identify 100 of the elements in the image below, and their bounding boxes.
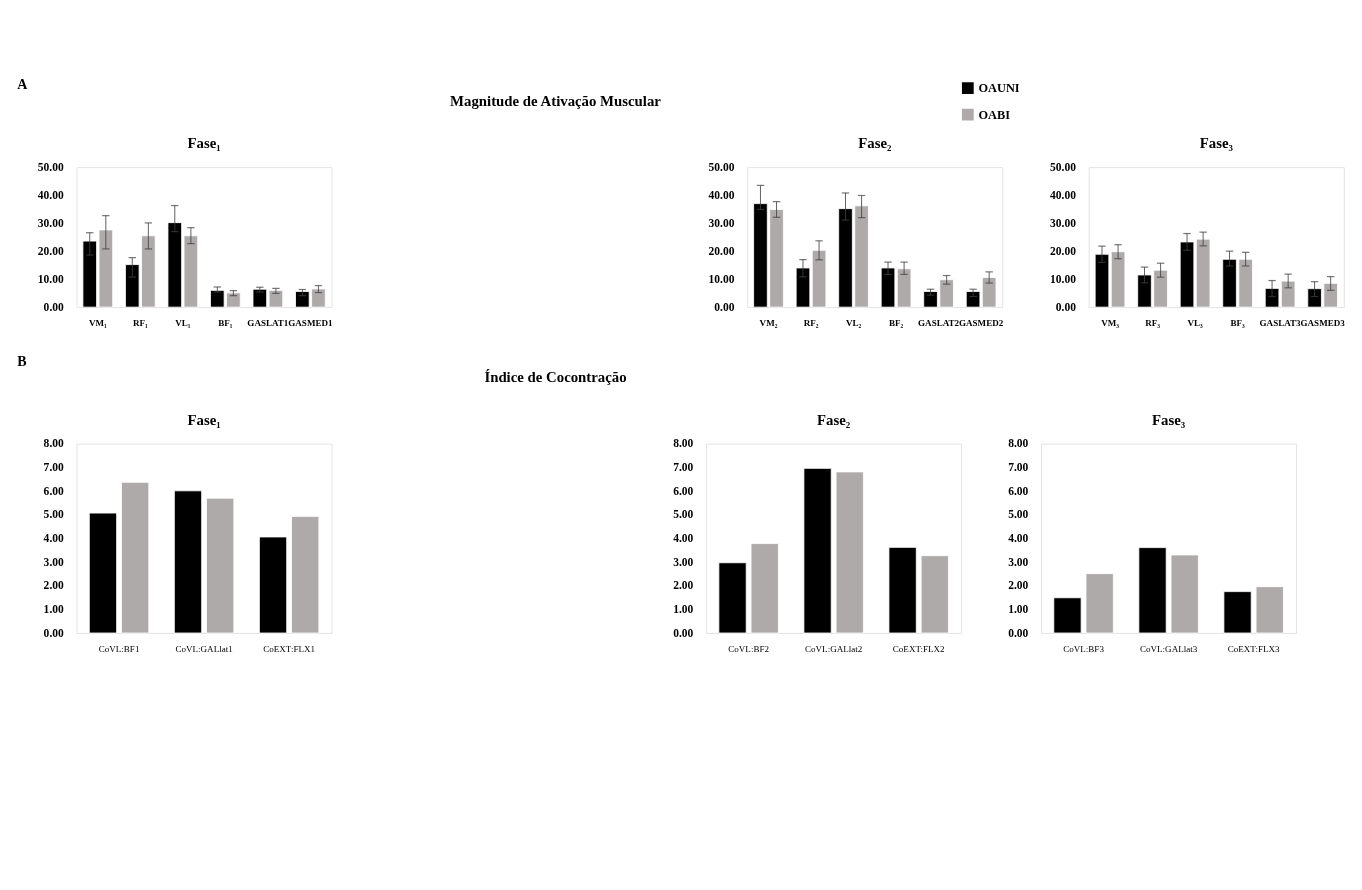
text: Magnitude de Ativação Muscular [450, 92, 662, 109]
y-tick-label: 6.00 [43, 484, 65, 497]
text: B [17, 353, 27, 369]
y-tick-label: 3.00 [43, 555, 65, 568]
y-tick-label: 5.00 [1008, 508, 1029, 521]
bar [173, 490, 203, 634]
y-tick-label: 30.00 [708, 216, 735, 229]
x-tick-label: GASMED3 [1300, 318, 1346, 329]
y-tick-label: 50.00 [708, 160, 735, 173]
x-tick-label: CoVL:BF3 [1063, 644, 1105, 655]
y-tick-label: 0.00 [1008, 626, 1029, 639]
chart-title: Fase₂ [817, 411, 851, 428]
x-tick-label: CoVL:BF1 [98, 644, 140, 655]
y-tick-label: 0.00 [43, 626, 65, 639]
y-tick-label: 4.00 [1008, 532, 1029, 545]
y-tick-label: 7.00 [673, 461, 694, 474]
x-tick-label: VM₃ [1101, 318, 1120, 329]
x-tick-label: RF₃ [1145, 318, 1161, 329]
x-tick-label: CoEXT:FLX1 [263, 644, 316, 655]
bar [1110, 251, 1126, 308]
y-tick-label: 8.00 [43, 437, 65, 450]
x-tick-label: GASLAT2 [918, 318, 960, 329]
x-tick-label: CoEXT:FLX2 [892, 644, 946, 655]
legend-label: OAUNI [978, 81, 1020, 96]
y-tick-label: 7.00 [1008, 461, 1029, 474]
y-tick-label: 4.00 [43, 532, 65, 545]
x-tick-label: RF₁ [132, 318, 148, 329]
y-tick-label: 30.00 [37, 216, 65, 229]
y-tick-label: 4.00 [673, 532, 694, 545]
x-tick-label: VL₃ [1187, 318, 1203, 329]
y-tick-label: 20.00 [708, 244, 735, 257]
y-tick-label: 0.00 [714, 300, 735, 313]
y-tick-label: 10.00 [708, 272, 735, 285]
y-tick-label: 10.00 [37, 272, 65, 285]
x-tick-label: GASLAT1 [247, 318, 289, 329]
x-tick-label: BF₃ [1230, 318, 1246, 329]
chart-title: Fase₃ [1199, 135, 1234, 152]
bar [1053, 597, 1082, 634]
bar [920, 555, 949, 634]
bar [835, 471, 864, 634]
bar [1223, 591, 1252, 634]
bar [811, 249, 827, 308]
y-tick-label: 0.00 [673, 626, 694, 639]
y-tick-label: 50.00 [1050, 160, 1077, 173]
y-tick-label: 8.00 [673, 437, 694, 450]
y-tick-label: 5.00 [673, 508, 694, 521]
x-tick-label: RF₂ [803, 318, 819, 329]
x-tick-label: CoVL:GALlat2 [805, 644, 863, 655]
text: A [17, 77, 28, 93]
y-tick-label: 7.00 [43, 461, 65, 474]
x-tick-label: CoEXT:FLX3 [1227, 644, 1281, 655]
bar [1138, 547, 1167, 634]
x-tick-label: BF₁ [218, 318, 233, 329]
bar [291, 515, 320, 634]
y-tick-label: 0.00 [1055, 300, 1077, 313]
x-tick-label: GASLAT3 [1259, 318, 1302, 329]
y-tick-label: 40.00 [1050, 188, 1077, 201]
x-tick-label: GASMED2 [958, 318, 1004, 329]
y-tick-label: 2.00 [673, 579, 694, 592]
y-tick-label: 0.00 [43, 300, 65, 313]
x-tick-label: GASMED1 [288, 318, 333, 329]
bar [718, 562, 747, 634]
bar [1170, 554, 1199, 634]
y-tick-label: 40.00 [37, 188, 65, 201]
y-tick-label: 1.00 [43, 603, 65, 616]
y-tick-label: 40.00 [708, 188, 735, 201]
y-tick-label: 8.00 [1008, 437, 1029, 450]
legend-label: OABI [978, 107, 1011, 122]
y-tick-label: 2.00 [43, 579, 65, 592]
y-tick-label: 3.00 [1008, 555, 1029, 568]
x-tick-label: CoVL:GALlat3 [1139, 644, 1198, 655]
bar [258, 536, 288, 634]
bar [121, 481, 150, 634]
y-tick-label: 10.00 [1050, 272, 1077, 285]
x-tick-label: CoVL:GALlat1 [175, 644, 233, 655]
y-tick-label: 50.00 [37, 160, 65, 173]
x-tick-label: VM₁ [88, 318, 107, 329]
chart-title: Fase₁ [187, 411, 221, 428]
x-tick-label: VL₂ [845, 318, 862, 329]
bar [795, 267, 811, 308]
bar [888, 546, 917, 634]
bar [88, 512, 118, 634]
y-tick-label: 3.00 [673, 555, 694, 568]
y-tick-label: 20.00 [37, 244, 65, 257]
y-tick-label: 6.00 [673, 484, 694, 497]
y-tick-label: 5.00 [43, 508, 65, 521]
chart-title: Fase₁ [187, 135, 221, 152]
y-tick-label: 20.00 [1050, 244, 1077, 257]
x-tick-label: VL₁ [175, 318, 191, 329]
bar [1255, 586, 1284, 634]
y-tick-label: 6.00 [1008, 484, 1029, 497]
x-tick-label: CoVL:BF2 [728, 644, 770, 655]
bar [1085, 573, 1114, 634]
bar [750, 543, 779, 634]
chart-title: Fase₂ [858, 135, 892, 152]
x-tick-label: VM₂ [759, 318, 778, 329]
y-tick-label: 2.00 [1008, 579, 1029, 592]
y-tick-label: 30.00 [1050, 216, 1077, 229]
bar [803, 467, 832, 634]
y-tick-label: 1.00 [673, 603, 694, 616]
